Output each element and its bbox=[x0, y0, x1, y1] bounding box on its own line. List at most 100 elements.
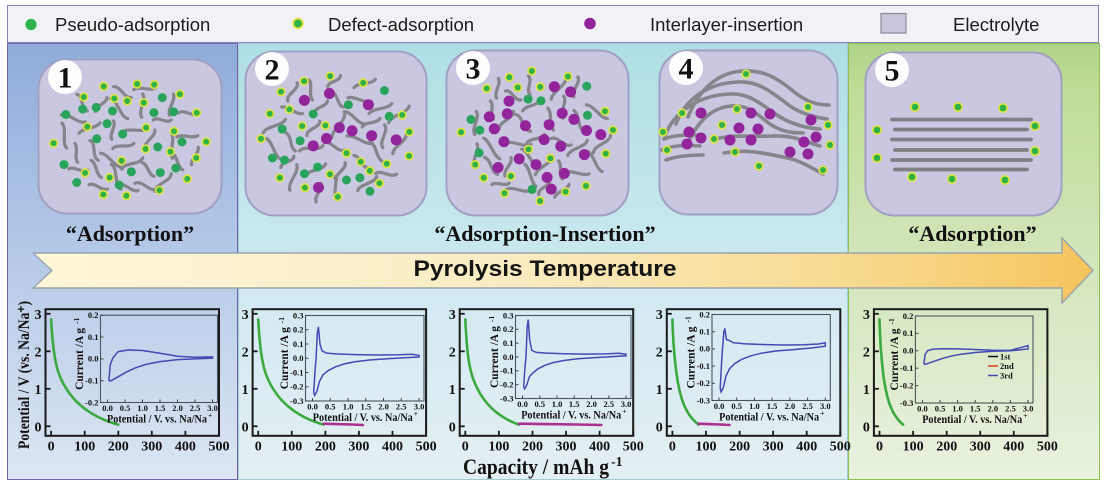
svg-text:2: 2 bbox=[265, 54, 280, 87]
svg-text:2.0: 2.0 bbox=[785, 401, 796, 411]
svg-text:0.0: 0.0 bbox=[503, 352, 514, 362]
svg-text:-0.1: -0.1 bbox=[900, 363, 913, 373]
svg-text:-0.1: -0.1 bbox=[290, 367, 303, 377]
svg-text:4: 4 bbox=[679, 53, 694, 86]
svg-text:+: + bbox=[1023, 411, 1027, 420]
svg-text:Interlayer-insertion: Interlayer-insertion bbox=[650, 14, 803, 35]
svg-text:1: 1 bbox=[58, 62, 73, 95]
svg-text:1.5: 1.5 bbox=[360, 402, 371, 412]
svg-text:Current /A g: Current /A g bbox=[889, 328, 901, 390]
svg-text:Current /A g: Current /A g bbox=[686, 326, 698, 388]
svg-text:0.0: 0.0 bbox=[714, 401, 725, 411]
svg-text:100: 100 bbox=[488, 439, 509, 454]
svg-text:2: 2 bbox=[656, 345, 663, 360]
svg-text:0.0: 0.0 bbox=[917, 404, 928, 414]
svg-text:Current /A g: Current /A g bbox=[489, 326, 501, 388]
svg-text:1: 1 bbox=[449, 383, 456, 398]
svg-text:3rd: 3rd bbox=[1000, 370, 1013, 380]
svg-text:100: 100 bbox=[281, 439, 302, 454]
svg-text:1.5: 1.5 bbox=[155, 403, 166, 413]
svg-text:0.0: 0.0 bbox=[699, 344, 710, 354]
svg-text:+: + bbox=[820, 409, 824, 418]
svg-text:2nd: 2nd bbox=[1000, 361, 1014, 371]
svg-text:1st: 1st bbox=[1000, 351, 1011, 361]
svg-text:-0.3: -0.3 bbox=[900, 398, 913, 408]
svg-text:0.1: 0.1 bbox=[88, 332, 99, 342]
svg-text:-0.3: -0.3 bbox=[697, 395, 710, 405]
svg-text:0.1: 0.1 bbox=[503, 338, 514, 348]
svg-text:1: 1 bbox=[863, 383, 870, 398]
svg-text:0: 0 bbox=[876, 439, 883, 454]
svg-text:1.5: 1.5 bbox=[970, 404, 981, 414]
svg-text:-0.2: -0.2 bbox=[500, 380, 513, 390]
svg-text:2.0: 2.0 bbox=[172, 403, 183, 413]
svg-text:1.0: 1.0 bbox=[137, 403, 148, 413]
svg-text:Current /A g: Current /A g bbox=[74, 328, 86, 390]
svg-text:-0.2: -0.2 bbox=[900, 380, 913, 390]
svg-text:300: 300 bbox=[556, 439, 577, 454]
svg-text:-0.1: -0.1 bbox=[85, 376, 98, 386]
svg-text:0: 0 bbox=[669, 439, 676, 454]
svg-text:+: + bbox=[208, 411, 212, 420]
svg-text:0.1: 0.1 bbox=[293, 339, 304, 349]
svg-text:500: 500 bbox=[416, 439, 437, 454]
svg-text:2.5: 2.5 bbox=[1005, 404, 1016, 414]
svg-text:0: 0 bbox=[462, 439, 469, 454]
svg-text:0: 0 bbox=[35, 420, 42, 435]
svg-text:+: + bbox=[414, 409, 418, 418]
svg-text:500: 500 bbox=[623, 439, 644, 454]
svg-text:0: 0 bbox=[48, 439, 55, 454]
svg-text:2: 2 bbox=[449, 345, 456, 360]
svg-text:0.0: 0.0 bbox=[307, 402, 318, 412]
svg-text:5: 5 bbox=[885, 55, 900, 88]
svg-text:0.2: 0.2 bbox=[903, 311, 914, 321]
svg-text:0: 0 bbox=[449, 420, 456, 435]
svg-text:3.0: 3.0 bbox=[1023, 404, 1034, 414]
svg-text:Defect-adsorption: Defect-adsorption bbox=[328, 14, 474, 35]
svg-text:-0.1: -0.1 bbox=[697, 361, 710, 371]
svg-text:-1: -1 bbox=[487, 316, 496, 322]
svg-text:400: 400 bbox=[589, 439, 610, 454]
svg-text:2.5: 2.5 bbox=[603, 399, 614, 409]
svg-text:3.0: 3.0 bbox=[207, 403, 218, 413]
svg-text:Potential / V. vs. Na/Na: Potential / V. vs. Na/Na bbox=[719, 412, 819, 424]
svg-text:Potential / V. vs. Na/Na: Potential / V. vs. Na/Na bbox=[922, 414, 1022, 426]
svg-text:400: 400 bbox=[796, 439, 817, 454]
svg-text:100: 100 bbox=[903, 439, 924, 454]
svg-text:300: 300 bbox=[348, 439, 369, 454]
svg-text:200: 200 bbox=[936, 439, 957, 454]
svg-text:1: 1 bbox=[35, 383, 42, 398]
svg-text:0.0: 0.0 bbox=[293, 353, 304, 363]
svg-text:Potential / V (vs. Na/Na⁺): Potential / V (vs. Na/Na⁺) bbox=[16, 301, 33, 449]
svg-text:2.0: 2.0 bbox=[586, 399, 597, 409]
svg-text:0.0: 0.0 bbox=[903, 346, 914, 356]
svg-text:0.1: 0.1 bbox=[903, 328, 914, 338]
svg-text:3.0: 3.0 bbox=[621, 399, 632, 409]
svg-text:0.3: 0.3 bbox=[293, 310, 304, 320]
svg-text:-0.2: -0.2 bbox=[290, 382, 303, 392]
svg-text:Capacity / mAh g: Capacity / mAh g bbox=[463, 454, 609, 479]
svg-text:200: 200 bbox=[729, 439, 750, 454]
svg-text:-0.3: -0.3 bbox=[290, 396, 303, 406]
svg-text:2: 2 bbox=[35, 345, 42, 360]
svg-text:0.5: 0.5 bbox=[534, 399, 545, 409]
svg-text:3: 3 bbox=[656, 308, 663, 323]
svg-text:0: 0 bbox=[242, 420, 249, 435]
svg-text:1.0: 1.0 bbox=[952, 404, 963, 414]
svg-text:500: 500 bbox=[1037, 439, 1058, 454]
svg-text:3: 3 bbox=[35, 308, 42, 323]
svg-text:1.5: 1.5 bbox=[767, 401, 778, 411]
svg-text:100: 100 bbox=[74, 439, 95, 454]
svg-text:1: 1 bbox=[656, 383, 663, 398]
svg-text:0.2: 0.2 bbox=[293, 325, 304, 335]
svg-text:0.0: 0.0 bbox=[102, 403, 113, 413]
svg-text:Current /A g: Current /A g bbox=[279, 327, 291, 389]
svg-text:400: 400 bbox=[1003, 439, 1024, 454]
svg-text:Pseudo-adsorption: Pseudo-adsorption bbox=[55, 14, 210, 35]
svg-text:2.0: 2.0 bbox=[987, 404, 998, 414]
svg-text:0.0: 0.0 bbox=[517, 399, 528, 409]
svg-text:0.2: 0.2 bbox=[88, 310, 99, 320]
svg-text:0.1: 0.1 bbox=[699, 327, 710, 337]
svg-text:3.0: 3.0 bbox=[414, 402, 425, 412]
svg-text:-1: -1 bbox=[887, 318, 896, 324]
